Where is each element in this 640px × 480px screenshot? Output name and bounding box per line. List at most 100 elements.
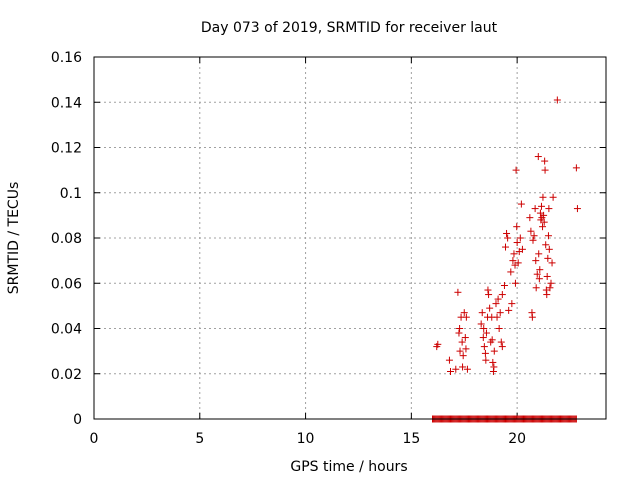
- y-axis-label: SRMTID / TECUs: [6, 182, 22, 295]
- data-point: [573, 205, 581, 213]
- x-axis-label: GPS time / hours: [290, 459, 407, 475]
- data-point: [541, 157, 549, 165]
- data-point: [463, 365, 471, 373]
- y-tick-label: 0.06: [51, 276, 82, 292]
- data-point: [504, 234, 512, 242]
- data-point: [495, 325, 503, 332]
- data-point: [460, 309, 468, 317]
- chart-title: Day 073 of 2019, SRMTID for receiver lau…: [201, 20, 498, 36]
- y-tick-label: 0.1: [60, 186, 82, 202]
- data-point: [456, 347, 464, 355]
- data-point: [452, 365, 460, 373]
- data-point: [482, 356, 490, 364]
- data-point: [528, 313, 536, 321]
- data-point: [512, 166, 520, 174]
- data-point: [544, 232, 552, 240]
- data-point: [545, 245, 553, 253]
- data-point: [462, 313, 470, 321]
- data-point: [485, 291, 493, 299]
- data-point: [445, 356, 453, 364]
- data-point: [497, 338, 505, 346]
- data-point: [493, 313, 501, 321]
- x-tick-label: 15: [402, 431, 420, 447]
- data-point: [534, 153, 542, 161]
- data-point: [456, 325, 464, 332]
- data-point: [505, 306, 513, 314]
- data-point: [434, 340, 442, 348]
- data-point: [533, 270, 541, 278]
- data-point: [490, 347, 498, 355]
- data-point: [544, 254, 552, 262]
- data-point: [526, 214, 534, 222]
- data-point: [509, 257, 517, 265]
- x-tick-label: 0: [90, 431, 99, 447]
- data-point: [539, 223, 547, 231]
- data-point: [478, 309, 486, 317]
- data-point: [527, 227, 535, 235]
- data-point: [511, 279, 519, 287]
- data-point: [545, 205, 553, 213]
- data-point: [507, 268, 515, 276]
- x-axis-ticks: 0 5 10 15 20: [90, 57, 526, 447]
- data-point: [547, 279, 555, 287]
- data-point: [537, 202, 545, 210]
- data-point: [502, 243, 510, 251]
- data-point: [535, 250, 543, 258]
- plot-frame: [93, 56, 607, 420]
- data-point: [459, 363, 467, 371]
- y-tick-label: 0.14: [51, 95, 82, 111]
- data-point: [459, 352, 467, 360]
- y-tick-label: 0: [73, 412, 82, 428]
- x-tick-label: 5: [195, 431, 204, 447]
- data-point: [540, 218, 548, 226]
- data-point: [455, 329, 463, 337]
- data-point: [446, 367, 454, 375]
- data-point: [530, 232, 538, 240]
- data-point: [489, 358, 497, 366]
- data-point: [532, 284, 540, 292]
- data-point: [529, 236, 537, 244]
- y-tick-label: 0.08: [51, 231, 82, 247]
- data-point: [498, 291, 506, 299]
- data-point: [548, 259, 556, 267]
- data-point: [508, 300, 516, 308]
- data-point: [510, 250, 518, 258]
- data-point: [462, 345, 470, 353]
- data-point: [486, 304, 494, 312]
- data-point: [494, 295, 502, 303]
- data-point: [477, 320, 485, 328]
- data-point: [549, 193, 557, 201]
- data-point: [536, 266, 544, 274]
- data-point: [490, 363, 498, 371]
- data-point: [539, 193, 547, 201]
- data-point: [531, 205, 539, 213]
- data-point: [480, 325, 488, 332]
- data-point: [461, 334, 469, 342]
- data-point: [513, 239, 521, 247]
- data-point: [454, 288, 462, 296]
- x-tick-label: 20: [508, 431, 526, 447]
- y-tick-label: 0.12: [51, 141, 82, 157]
- data-point: [542, 241, 550, 249]
- data-point: [500, 282, 508, 290]
- data-point: [517, 200, 525, 208]
- grid-lines: [94, 57, 606, 419]
- data-point: [480, 343, 488, 351]
- data-point: [492, 300, 500, 308]
- y-axis-ticks: 0 0.02 0.04 0.06 0.08 0.1 0.12 0.14 0.16: [51, 50, 606, 428]
- data-point: [498, 343, 506, 351]
- data-point: [514, 259, 522, 267]
- data-point: [488, 336, 496, 344]
- data-point: [540, 211, 548, 219]
- data-point: [532, 257, 540, 265]
- x-tick-label: 10: [297, 431, 315, 447]
- data-point: [484, 286, 492, 294]
- data-point: [553, 96, 561, 104]
- data-point: [479, 334, 487, 342]
- data-point: [541, 166, 549, 174]
- data-point: [481, 349, 489, 357]
- data-point: [543, 272, 551, 280]
- data-point: [546, 284, 554, 292]
- data-point: [458, 338, 466, 346]
- data-point: [482, 329, 490, 337]
